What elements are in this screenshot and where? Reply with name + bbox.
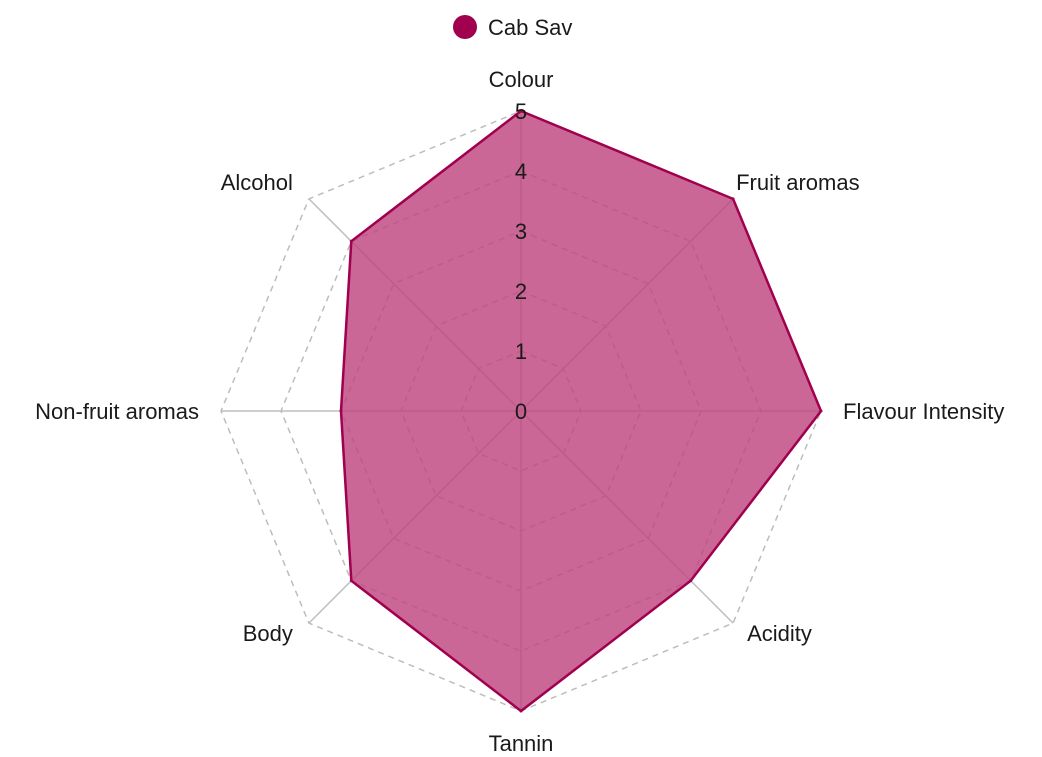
- axis-label-colour: Colour: [489, 67, 554, 92]
- series-layer: [339, 109, 823, 713]
- tick-label-1: 1: [515, 339, 527, 364]
- data-point-non-fruit-aromas: [339, 409, 343, 413]
- axis-label-flavour-intensity: Flavour Intensity: [843, 399, 1004, 424]
- data-point-alcohol: [349, 239, 353, 243]
- data-point-fruit-aromas: [731, 197, 735, 201]
- data-point-acidity: [689, 579, 693, 583]
- legend: Cab Sav: [453, 15, 572, 40]
- tick-label-0: 0: [515, 399, 527, 424]
- tick-label-4: 4: [515, 159, 527, 184]
- data-point-colour: [519, 109, 523, 113]
- axis-label-alcohol: Alcohol: [221, 170, 293, 195]
- axis-label-body: Body: [243, 621, 293, 646]
- axis-label-acidity: Acidity: [747, 621, 812, 646]
- legend-label: Cab Sav: [488, 15, 572, 40]
- tick-label-3: 3: [515, 219, 527, 244]
- axis-label-tannin: Tannin: [489, 731, 554, 756]
- tick-label-2: 2: [515, 279, 527, 304]
- tick-label-5: 5: [515, 99, 527, 124]
- axis-label-fruit-aromas: Fruit aromas: [736, 170, 859, 195]
- data-point-tannin: [519, 709, 523, 713]
- data-point-body: [349, 579, 353, 583]
- axis-label-non-fruit-aromas: Non-fruit aromas: [35, 399, 199, 424]
- legend-swatch: [453, 15, 477, 39]
- data-point-flavour-intensity: [819, 409, 823, 413]
- legend-item-0: Cab Sav: [453, 15, 572, 40]
- axis-label-layer: Colour Fruit aromas Flavour Intensity Acidi…: [35, 67, 1004, 756]
- tick-layer: 0 1 2 3 4 5: [515, 99, 527, 424]
